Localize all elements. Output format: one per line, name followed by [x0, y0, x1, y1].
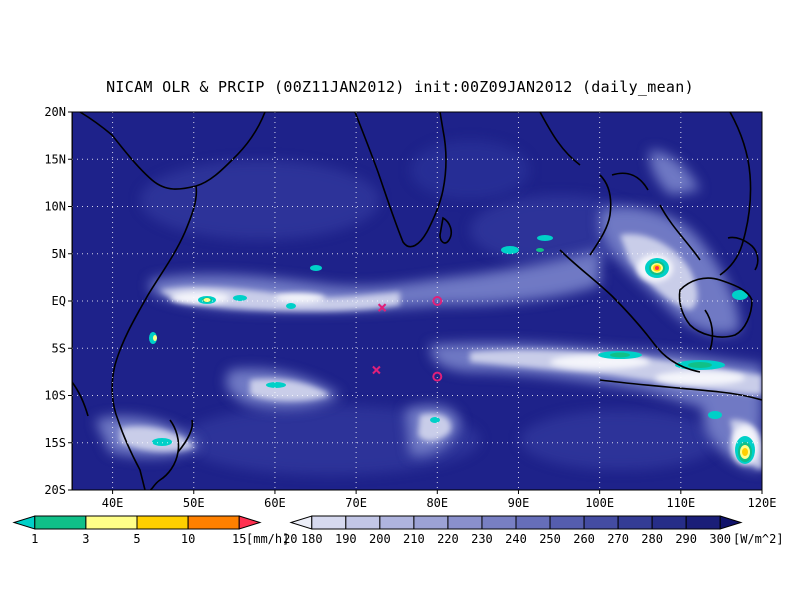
olr-colorbar-label: 260: [573, 532, 595, 546]
olr-colorbar-swatch: [515, 515, 551, 530]
precip-colorbar-swatch: [34, 515, 87, 530]
olr-colorbar-label: 200: [369, 532, 391, 546]
lon-tick-label: 100E: [585, 496, 614, 510]
precip-colorbar-label: 15: [232, 532, 246, 546]
lon-axis: 40E 50E 60E 70E 80E 90E 100E 110E 120E: [102, 490, 777, 510]
lat-axis: 20N 15N 10N 5N EQ 5S 10S 15S 20S: [44, 105, 72, 497]
olr-colorbar-label: 180: [301, 532, 323, 546]
lat-tick-label: 10S: [44, 389, 66, 403]
olr-colorbar: 180 190 200 210 220 230 240 250 260 270 280 290 300[…: [289, 515, 784, 546]
lat-tick-label: 15N: [44, 152, 66, 166]
olr-colorbar-label: 230: [471, 532, 493, 546]
circle-marker: [432, 296, 443, 306]
olr-colorbar-swatch: [549, 515, 585, 530]
map-title: NICAM OLR & PRCIP (00Z11JAN2012) init:00…: [106, 78, 694, 96]
precip-colorbar-unit: [mm/h]: [246, 532, 289, 546]
lat-tick-label: 5N: [52, 247, 66, 261]
lat-tick-label: 20S: [44, 483, 66, 497]
lon-tick-label: 70E: [345, 496, 367, 510]
olr-colorbar-label: 240: [505, 532, 527, 546]
precip-colorbar-swatch: [136, 515, 189, 530]
precip-colorbar-swatch: [187, 515, 240, 530]
lon-tick-label: 40E: [102, 496, 124, 510]
precip-colorbar-high-arrow: [238, 515, 262, 530]
olr-colorbar-label: 190: [335, 532, 357, 546]
cross-marker: [372, 365, 381, 375]
olr-colorbar-swatch: [311, 515, 347, 530]
precip-colorbar: 1 3 5 10 15 20[mm/h]: [12, 515, 298, 546]
precip-colorbar-label: 5: [133, 532, 140, 546]
olr-colorbar-swatch: [413, 515, 449, 530]
olr-colorbar-label: 290: [675, 532, 697, 546]
olr-colorbar-swatch: [447, 515, 483, 530]
lat-tick-label: 10N: [44, 200, 66, 214]
olr-colorbar-label: 270: [607, 532, 629, 546]
olr-colorbar-swatch: [481, 515, 517, 530]
olr-colorbar-high-arrow: [719, 515, 743, 530]
olr-colorbar-label: 220: [437, 532, 459, 546]
olr-colorbar-swatch: [651, 515, 687, 530]
olr-colorbar-swatch: [617, 515, 653, 530]
olr-colorbar-swatch: [583, 515, 619, 530]
precip-colorbar-label: 3: [82, 532, 89, 546]
olr-colorbar-label: 250: [539, 532, 561, 546]
coastlines: [72, 112, 762, 490]
olr-colorbar-low-arrow: [289, 515, 313, 530]
olr-colorbar-swatch: [685, 515, 721, 530]
lat-tick-label: EQ: [52, 294, 66, 308]
precip-colorbar-label: 20: [283, 532, 297, 546]
lon-tick-label: 90E: [508, 496, 530, 510]
map-panel: [72, 112, 762, 490]
lon-tick-label: 80E: [426, 496, 448, 510]
graticule: [72, 112, 762, 490]
lon-tick-label: 110E: [666, 496, 695, 510]
lat-tick-label: 5S: [52, 341, 66, 355]
lon-tick-label: 120E: [748, 496, 777, 510]
lat-tick-label: 20N: [44, 105, 66, 119]
olr-colorbar-swatch: [379, 515, 415, 530]
precip-colorbar-swatch: [85, 515, 138, 530]
precip-colorbar-low-arrow: [12, 515, 36, 530]
precip-cells: [149, 235, 755, 464]
circle-marker: [432, 371, 443, 382]
ocean-texture: [140, 140, 720, 475]
olr-colorbar-label: 210: [403, 532, 425, 546]
storm-markers: [372, 296, 443, 382]
cross-marker: [377, 303, 387, 312]
olr-colorbar-label: 300: [709, 532, 731, 546]
lat-tick-label: 15S: [44, 436, 66, 450]
olr-colorbar-unit: [W/m^2]: [733, 532, 784, 546]
precip-colorbar-label: 10: [181, 532, 195, 546]
precip-colorbar-label: 1: [31, 532, 38, 546]
lon-tick-label: 60E: [264, 496, 286, 510]
olr-colorbar-label: 280: [641, 532, 663, 546]
olr-colorbar-swatch: [345, 515, 381, 530]
lon-tick-label: 50E: [183, 496, 205, 510]
